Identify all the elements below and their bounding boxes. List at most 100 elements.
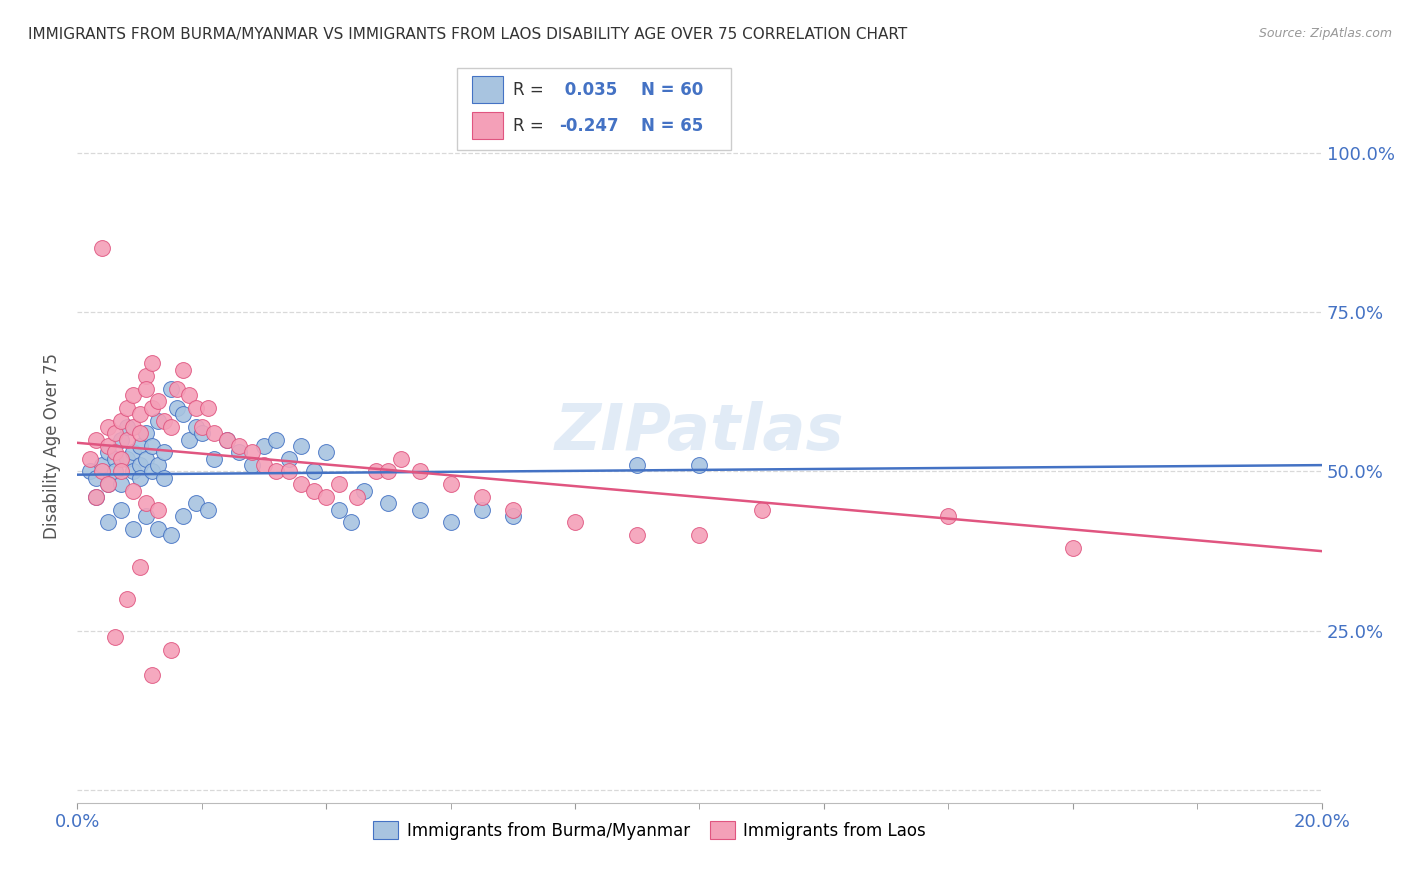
- Point: [228, 445, 250, 459]
- Point: [128, 439, 150, 453]
- Point: [502, 502, 524, 516]
- Point: [689, 528, 711, 542]
- Point: [197, 502, 219, 516]
- Point: [91, 242, 114, 256]
- Point: [148, 413, 170, 427]
- Point: [626, 458, 648, 472]
- Point: [253, 439, 276, 453]
- Point: [97, 477, 120, 491]
- Point: [377, 465, 399, 479]
- Text: 0.035: 0.035: [558, 81, 617, 99]
- Point: [240, 458, 263, 472]
- Point: [91, 465, 114, 479]
- Point: [353, 483, 375, 498]
- Point: [97, 439, 120, 453]
- Point: [159, 382, 181, 396]
- Point: [172, 362, 194, 376]
- Text: N = 65: N = 65: [641, 117, 703, 135]
- Point: [110, 465, 132, 479]
- Point: [364, 465, 387, 479]
- Point: [471, 490, 494, 504]
- Text: IMMIGRANTS FROM BURMA/MYANMAR VS IMMIGRANTS FROM LAOS DISABILITY AGE OVER 75 COR: IMMIGRANTS FROM BURMA/MYANMAR VS IMMIGRA…: [28, 27, 907, 42]
- Point: [91, 458, 114, 472]
- Point: [172, 509, 194, 524]
- Point: [936, 509, 959, 524]
- Point: [377, 496, 399, 510]
- Point: [141, 401, 163, 415]
- Point: [266, 465, 288, 479]
- Point: [290, 439, 312, 453]
- Point: [266, 433, 288, 447]
- Point: [115, 401, 138, 415]
- Point: [253, 458, 276, 472]
- Point: [135, 382, 157, 396]
- Point: [122, 465, 145, 479]
- Point: [135, 509, 157, 524]
- Point: [128, 426, 150, 441]
- Point: [97, 477, 120, 491]
- Point: [128, 560, 150, 574]
- Point: [84, 490, 107, 504]
- Point: [141, 439, 163, 453]
- Point: [97, 420, 120, 434]
- Point: [128, 407, 150, 421]
- Legend: Immigrants from Burma/Myanmar, Immigrants from Laos: Immigrants from Burma/Myanmar, Immigrant…: [366, 814, 935, 848]
- Point: [179, 433, 201, 447]
- Point: [215, 433, 238, 447]
- Point: [184, 401, 207, 415]
- Point: [172, 407, 194, 421]
- Y-axis label: Disability Age Over 75: Disability Age Over 75: [42, 353, 60, 539]
- Point: [346, 490, 368, 504]
- Point: [110, 451, 132, 466]
- Point: [277, 451, 299, 466]
- Point: [122, 445, 145, 459]
- Point: [141, 465, 163, 479]
- Point: [104, 451, 127, 466]
- FancyBboxPatch shape: [472, 112, 503, 139]
- Point: [135, 368, 157, 383]
- Point: [135, 426, 157, 441]
- Point: [1062, 541, 1084, 555]
- Point: [128, 458, 150, 472]
- Point: [184, 420, 207, 434]
- Point: [153, 413, 176, 427]
- Point: [122, 522, 145, 536]
- Point: [215, 433, 238, 447]
- Point: [328, 502, 350, 516]
- Text: N = 60: N = 60: [641, 81, 703, 99]
- Point: [277, 465, 299, 479]
- Point: [190, 420, 214, 434]
- Point: [115, 420, 138, 434]
- Point: [122, 420, 145, 434]
- Point: [148, 522, 170, 536]
- Point: [122, 483, 145, 498]
- Point: [190, 426, 214, 441]
- FancyBboxPatch shape: [472, 77, 503, 103]
- FancyBboxPatch shape: [457, 68, 731, 150]
- Point: [202, 451, 225, 466]
- Point: [408, 465, 430, 479]
- Point: [408, 502, 430, 516]
- Point: [148, 458, 170, 472]
- Point: [104, 426, 127, 441]
- Point: [240, 445, 263, 459]
- Point: [141, 356, 163, 370]
- Point: [302, 483, 325, 498]
- Point: [104, 465, 127, 479]
- Point: [159, 643, 181, 657]
- Point: [84, 433, 107, 447]
- Point: [389, 451, 412, 466]
- Point: [128, 471, 150, 485]
- Point: [141, 668, 163, 682]
- Point: [328, 477, 350, 491]
- Point: [290, 477, 312, 491]
- Point: [135, 496, 157, 510]
- Point: [689, 458, 711, 472]
- Point: [471, 502, 494, 516]
- Point: [179, 388, 201, 402]
- Point: [79, 451, 101, 466]
- Point: [97, 445, 120, 459]
- Text: ZIPatlas: ZIPatlas: [555, 401, 844, 463]
- Point: [302, 465, 325, 479]
- Point: [502, 509, 524, 524]
